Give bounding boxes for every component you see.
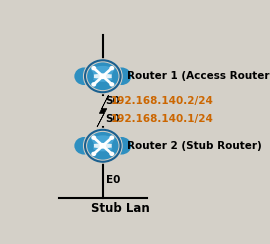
Text: Router 1 (Access Router): Router 1 (Access Router) [127, 71, 270, 81]
Ellipse shape [89, 66, 117, 82]
Circle shape [91, 82, 96, 87]
Ellipse shape [88, 74, 118, 79]
Circle shape [91, 152, 96, 156]
Circle shape [109, 82, 114, 87]
Text: Router 2 (Stub Router): Router 2 (Stub Router) [127, 141, 262, 151]
Circle shape [112, 137, 131, 154]
Circle shape [100, 143, 106, 149]
Circle shape [74, 68, 94, 85]
Polygon shape [97, 95, 109, 127]
Circle shape [85, 130, 121, 162]
Circle shape [74, 137, 94, 154]
Ellipse shape [89, 135, 117, 151]
Circle shape [109, 66, 114, 70]
Text: E0: E0 [106, 175, 120, 185]
Text: 192.168.140.2/24: 192.168.140.2/24 [111, 96, 214, 106]
Circle shape [109, 135, 114, 140]
Circle shape [85, 60, 121, 92]
Circle shape [91, 66, 96, 70]
Text: Stub Lan: Stub Lan [91, 202, 150, 215]
Ellipse shape [88, 143, 118, 148]
Circle shape [112, 68, 131, 85]
Circle shape [100, 73, 106, 79]
Circle shape [91, 135, 96, 140]
Circle shape [109, 152, 114, 156]
Text: S0: S0 [105, 96, 120, 106]
Text: S0: S0 [105, 114, 120, 124]
Text: 192.168.140.1/24: 192.168.140.1/24 [111, 114, 214, 124]
